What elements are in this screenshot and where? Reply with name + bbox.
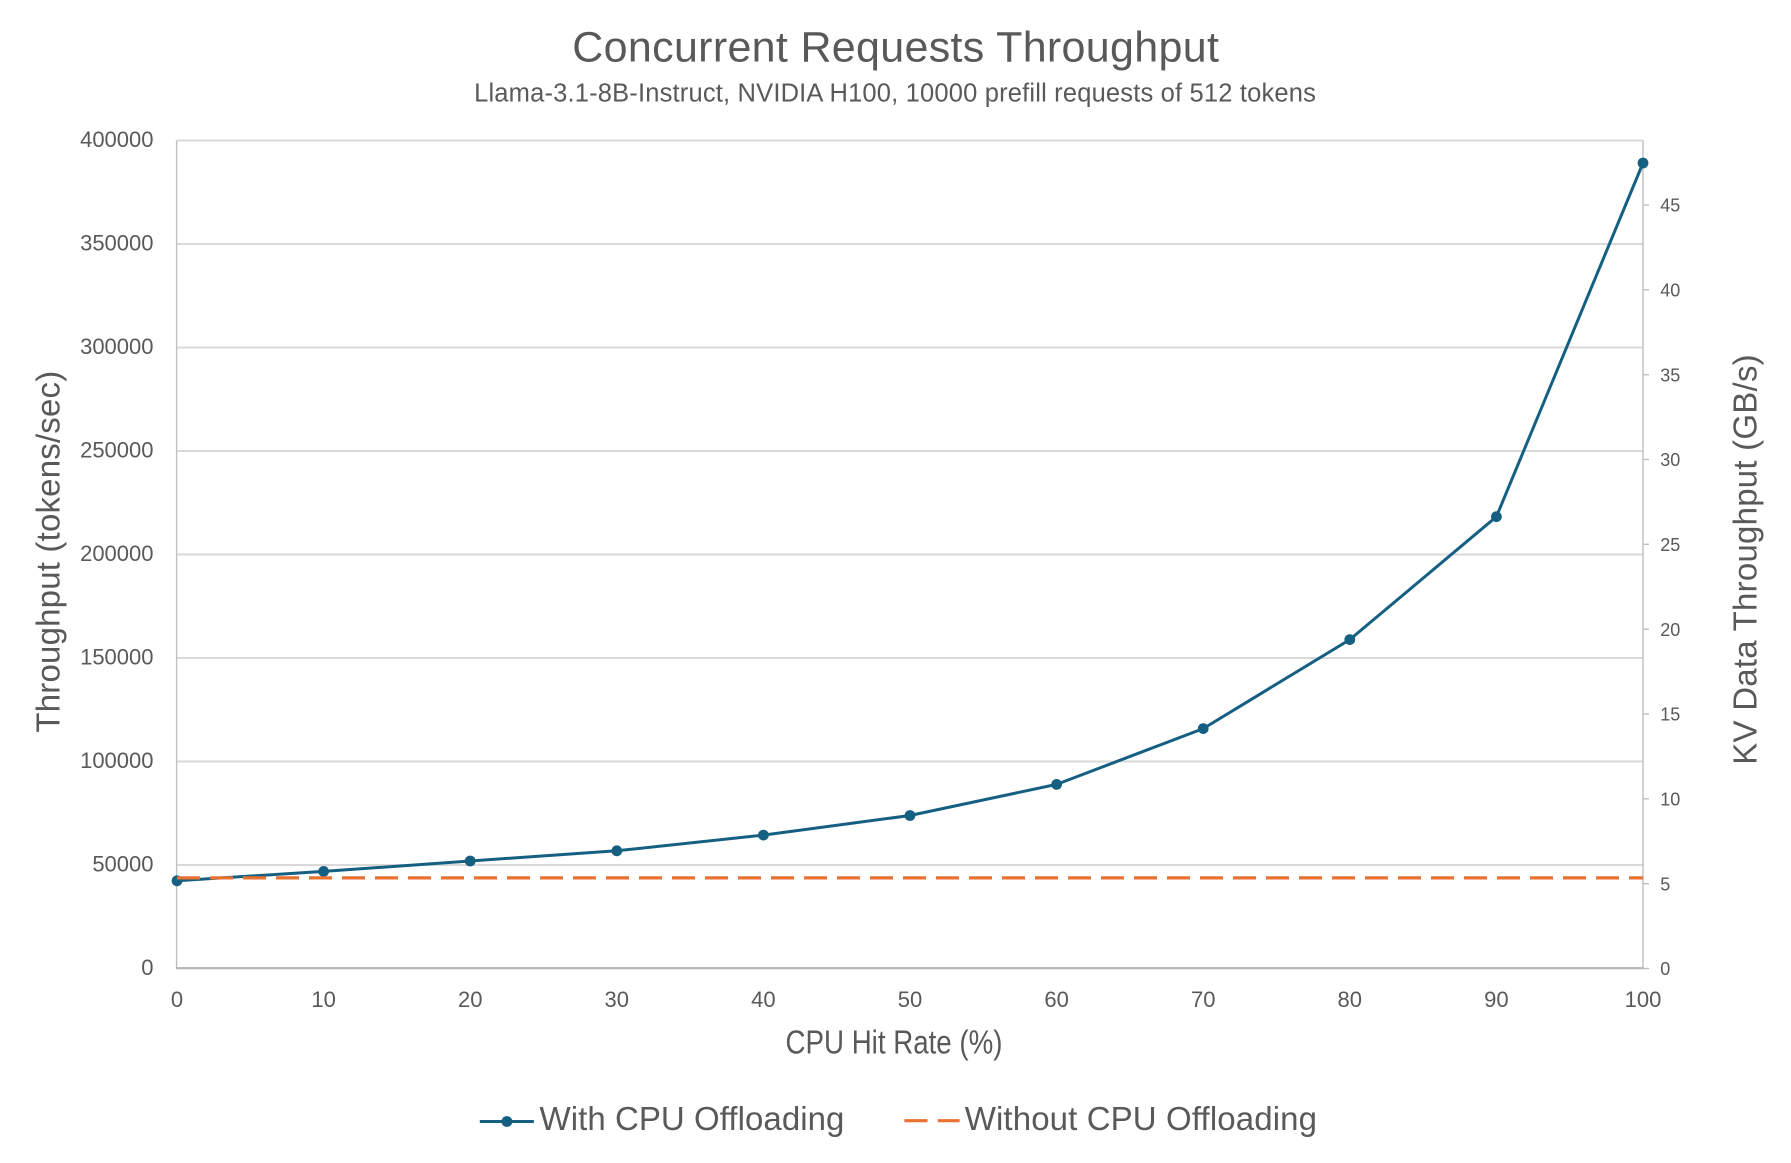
svg-text:200000: 200000 — [80, 541, 153, 566]
svg-text:Concurrent Requests Throughput: Concurrent Requests Throughput — [572, 24, 1219, 72]
svg-text:50000: 50000 — [92, 852, 153, 877]
svg-text:0: 0 — [171, 987, 183, 1012]
svg-text:10: 10 — [1660, 789, 1680, 809]
svg-text:Llama-3.1-8B-Instruct, NVIDIA: Llama-3.1-8B-Instruct, NVIDIA H100, 1000… — [474, 79, 1316, 107]
svg-text:100000: 100000 — [80, 748, 153, 773]
svg-text:25: 25 — [1660, 535, 1680, 555]
svg-text:30: 30 — [605, 987, 629, 1012]
svg-text:With CPU Offloading: With CPU Offloading — [540, 1100, 845, 1137]
svg-text:Throughput (tokens/sec): Throughput (tokens/sec) — [30, 371, 67, 733]
svg-text:100: 100 — [1625, 987, 1662, 1012]
svg-text:250000: 250000 — [80, 438, 153, 463]
svg-text:60: 60 — [1044, 987, 1068, 1012]
svg-text:CPU Hit Rate (%): CPU Hit Rate (%) — [786, 1023, 1003, 1060]
svg-text:15: 15 — [1660, 705, 1680, 725]
svg-text:30: 30 — [1660, 450, 1680, 470]
svg-text:40: 40 — [1660, 280, 1680, 300]
svg-text:80: 80 — [1338, 987, 1362, 1012]
svg-text:Without CPU Offloading: Without CPU Offloading — [965, 1100, 1317, 1137]
svg-text:0: 0 — [1660, 959, 1670, 979]
svg-text:40: 40 — [751, 987, 775, 1012]
svg-text:150000: 150000 — [80, 645, 153, 670]
svg-text:90: 90 — [1484, 987, 1508, 1012]
svg-text:20: 20 — [458, 987, 482, 1012]
svg-text:5: 5 — [1660, 874, 1670, 894]
svg-text:300000: 300000 — [80, 334, 153, 359]
svg-text:20: 20 — [1660, 620, 1680, 640]
svg-text:350000: 350000 — [80, 231, 153, 256]
svg-text:45: 45 — [1660, 196, 1680, 216]
svg-text:70: 70 — [1191, 987, 1215, 1012]
svg-text:35: 35 — [1660, 365, 1680, 385]
svg-text:50: 50 — [898, 987, 922, 1012]
svg-text:KV Data Throughput (GB/s): KV Data Throughput (GB/s) — [1727, 354, 1764, 764]
svg-text:0: 0 — [141, 955, 153, 980]
svg-text:400000: 400000 — [80, 127, 153, 152]
svg-text:10: 10 — [311, 987, 335, 1012]
